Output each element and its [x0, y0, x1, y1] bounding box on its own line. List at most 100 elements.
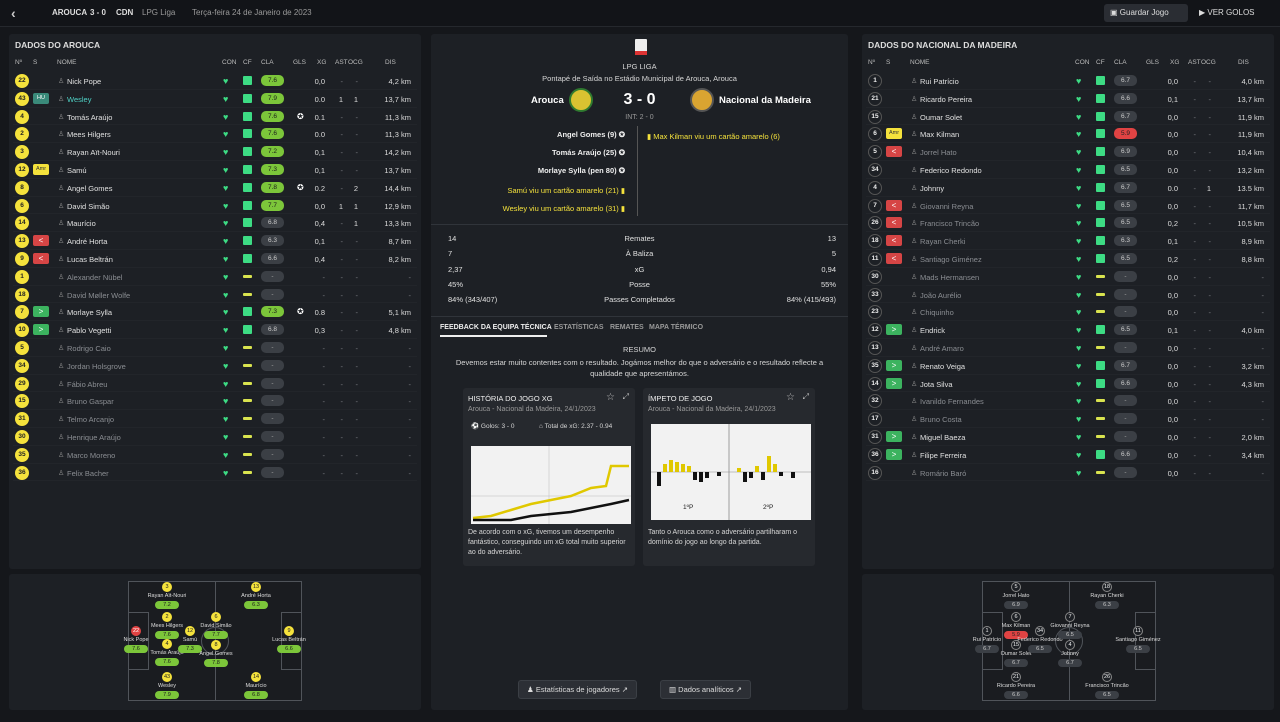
player-name[interactable]: Filipe Ferreira — [920, 450, 967, 460]
star-icon[interactable]: ☆ — [786, 392, 795, 403]
player-row[interactable]: 5 ♙ Rodrigo Caio ♥ - - - - - — [13, 339, 417, 357]
player-row[interactable]: 30 ♙ Mads Hermansen ♥ - 0,0 - - - — [866, 268, 1270, 286]
player-row[interactable]: 31 ♙ Telmo Arcanjo ♥ - - - - - — [13, 410, 417, 428]
player-name[interactable]: André Horta — [67, 237, 108, 247]
header-ast[interactable]: AST — [1188, 59, 1201, 66]
player-name[interactable]: Angel Gomes — [67, 183, 113, 193]
player-name[interactable]: Felix Bacher — [67, 468, 109, 478]
header-nome[interactable]: NOME — [910, 59, 930, 66]
pitch-player-number[interactable]: 6 — [211, 612, 221, 622]
pitch-player-number[interactable]: 8 — [211, 640, 221, 650]
player-row[interactable]: 6 ♙ David Simão ♥ 7.7 0,0 1 1 12,9 km — [13, 197, 417, 215]
player-name[interactable]: Rayan Aït-Nouri — [67, 148, 120, 158]
player-row[interactable]: 16 ♙ Romário Baró ♥ - 0,0 - - - — [866, 464, 1270, 482]
tab-2[interactable]: REMATES — [610, 324, 644, 331]
header-dis[interactable]: DIS — [385, 59, 396, 66]
player-row[interactable]: 2 ♙ Mees Hilgers ♥ 7.6 0.0 - - 11,3 km — [13, 125, 417, 144]
player-name[interactable]: David Møller Wolfe — [67, 290, 131, 300]
player-row[interactable]: 1 ♙ Rui Patrício ♥ 6.7 0,0 - - 4,0 km — [866, 72, 1270, 90]
player-row[interactable]: 12 Amr ♙ Samú ♥ 7.3 0,1 - - 13,7 km — [13, 161, 417, 179]
player-name[interactable]: Romário Baró — [920, 468, 967, 478]
player-name[interactable]: Lucas Beltrán — [67, 255, 113, 264]
pitch-player-number[interactable]: 26 — [1102, 672, 1112, 682]
star-icon[interactable]: ☆ — [606, 392, 615, 403]
header-ocg[interactable]: OCG — [1201, 59, 1216, 66]
player-row[interactable]: 4 ♙ Johnny ♥ 6.7 0.0 -1 13.5 km — [866, 179, 1270, 197]
pitch-player-number[interactable]: 4 — [1065, 640, 1075, 650]
view-goals-button[interactable]: ▶ VER GOLOS — [1199, 8, 1255, 17]
player-row[interactable]: 8 ♙ Angel Gomes ♥ 7.8 ✪ 0.2 -2 14,4 km — [13, 179, 417, 197]
player-row[interactable]: 14 > ♙ Jota Silva ♥ 6.6 0,0 - - 4,3 km — [866, 375, 1270, 393]
player-name[interactable]: Giovanni Reyna — [920, 201, 974, 211]
player-row[interactable]: 12 > ♙ Endrick ♥ 6.5 0,1 - - 4,0 km — [866, 321, 1270, 339]
player-name[interactable]: Jorrel Hato — [920, 148, 957, 158]
player-row[interactable]: 15 ♙ Bruno Gaspar ♥ - - - - - — [13, 392, 417, 411]
tab-3[interactable]: MAPA TÉRMICO — [649, 324, 704, 331]
player-row[interactable]: 34 ♙ Federico Redondo ♥ 6.5 0,0 - - 13,2 km — [866, 161, 1270, 179]
tab-0[interactable]: FEEDBACK DA EQUIPA TÉCNICA — [440, 324, 552, 331]
player-row[interactable]: 31 > ♙ Miguel Baeza ♥ - 0,0 - - 2,0 km — [866, 428, 1270, 446]
player-row[interactable]: 18 < ♙ Rayan Cherki ♥ 6.3 0,1 - - 8,9 km — [866, 232, 1270, 250]
player-row[interactable]: 18 ♙ David Møller Wolfe ♥ - - - - - — [13, 286, 417, 304]
player-name[interactable]: Rodrigo Caio — [67, 344, 111, 353]
back-icon[interactable]: ‹ — [11, 5, 16, 21]
player-name[interactable]: Miguel Baeza — [920, 433, 966, 442]
player-row[interactable]: 10 > ♙ Pablo Vegetti ♥ 6.8 0,3 - - 4,8 km — [13, 321, 417, 339]
header-cf[interactable]: CF — [1096, 59, 1105, 66]
player-name[interactable]: Rayan Cherki — [920, 237, 966, 247]
pitch-player-number[interactable]: 5 — [1011, 582, 1021, 592]
header-s[interactable]: S — [33, 59, 38, 66]
header-con[interactable]: CON — [222, 59, 237, 66]
player-row[interactable]: 4 ♙ Tomás Araújo ♥ 7.6 ✪ 0.1 - - 11,3 km — [13, 108, 417, 126]
header-cla[interactable]: CLA — [1114, 59, 1127, 66]
player-row[interactable]: 29 ♙ Fábio Abreu ♥ - - - - - — [13, 375, 417, 393]
player-row[interactable]: 21 ♙ Ricardo Pereira ♥ 6.6 0,1 - - 13,7 km — [866, 90, 1270, 108]
player-row[interactable]: 7 < ♙ Giovanni Reyna ♥ 6.5 0,0 - - 11,7 km — [866, 197, 1270, 215]
player-name[interactable]: Alexander Nübel — [67, 272, 123, 282]
player-name[interactable]: Pablo Vegetti — [67, 326, 112, 336]
pitch-player-number[interactable]: 21 — [1011, 672, 1021, 682]
player-row[interactable]: 11 < ♙ Santiago Giménez ♥ 6.5 0,2 - - 8,8 km — [866, 250, 1270, 268]
player-name[interactable]: Santiago Giménez — [920, 255, 982, 264]
player-name[interactable]: Jordan Holsgrove — [67, 361, 126, 371]
player-name[interactable]: João Aurélio — [920, 290, 962, 300]
tab-1[interactable]: ESTATÍSTICAS — [554, 324, 604, 331]
player-row[interactable]: 23 ♙ Chiquinho ♥ - 0,0 - - - — [866, 303, 1270, 322]
player-row[interactable]: 15 ♙ Oumar Solet ♥ 6.7 0,0 - - 11,9 km — [866, 108, 1270, 126]
header-s[interactable]: S — [886, 59, 891, 66]
momentum-card[interactable]: ÍMPETO DE JOGO ☆ ⤢ Arouca - Nacional da … — [643, 388, 815, 566]
player-name[interactable]: Maurício — [67, 219, 96, 229]
expand-icon[interactable]: ⤢ — [622, 392, 629, 401]
player-name[interactable]: Wesley — [67, 94, 92, 104]
player-row[interactable]: 43 HU ♙ Wesley ♥ 7.9 0.0 1 1 13,7 km — [13, 90, 417, 108]
pitch-player-number[interactable]: 7 — [1065, 612, 1075, 622]
pitch-player-number[interactable]: 6 — [1011, 612, 1021, 622]
player-row[interactable]: 35 > ♙ Renato Veiga ♥ 6.7 0,0 - - 3,2 km — [866, 357, 1270, 375]
pitch-player-number[interactable]: 15 — [1011, 640, 1021, 650]
player-stats-button[interactable]: ♟ Estatísticas de jogadores ↗ — [518, 680, 637, 699]
player-name[interactable]: Ivanildo Fernandes — [920, 397, 984, 407]
player-name[interactable]: Marco Moreno — [67, 450, 116, 460]
player-name[interactable]: Renato Veiga — [920, 361, 966, 371]
player-row[interactable]: 22 ♙ Nick Pope ♥ 7.6 0,0 - - 4,2 km — [13, 72, 417, 90]
player-row[interactable]: 6 Amr ♙ Max Kilman ♥ 5.9 0,0 - - 11,9 km — [866, 125, 1270, 144]
pitch-player-number[interactable]: 13 — [251, 582, 261, 592]
xg-history-card[interactable]: HISTÓRIA DO JOGO XG ☆ ⤢ Arouca - Naciona… — [463, 388, 635, 566]
header-nome[interactable]: NOME — [57, 59, 77, 66]
pitch-player-number[interactable]: 11 — [1133, 626, 1143, 636]
player-row[interactable]: 35 ♙ Marco Moreno ♥ - - - - - — [13, 446, 417, 464]
player-name[interactable]: Francisco Trincão — [920, 219, 980, 229]
header-gls[interactable]: GLS — [293, 59, 307, 66]
player-row[interactable]: 3 ♙ Rayan Aït-Nouri ♥ 7.2 0,1 - - 14,2 km — [13, 143, 417, 161]
header-xg[interactable]: XG — [1170, 59, 1180, 66]
header-cf[interactable]: CF — [243, 59, 252, 66]
player-name[interactable]: Jota Silva — [920, 379, 953, 389]
pitch-player-number[interactable]: 34 — [1035, 626, 1045, 636]
player-row[interactable]: 30 ♙ Henrique Araújo ♥ - - - - - — [13, 428, 417, 446]
header-no[interactable]: Nº — [868, 59, 876, 66]
expand-icon[interactable]: ⤢ — [802, 392, 809, 401]
player-name[interactable]: André Amaro — [920, 344, 964, 353]
player-name[interactable]: Endrick — [920, 326, 946, 336]
header-ast[interactable]: AST — [335, 59, 348, 66]
player-row[interactable]: 5 < ♙ Jorrel Hato ♥ 6.9 0,0 - - 10,4 km — [866, 143, 1270, 161]
